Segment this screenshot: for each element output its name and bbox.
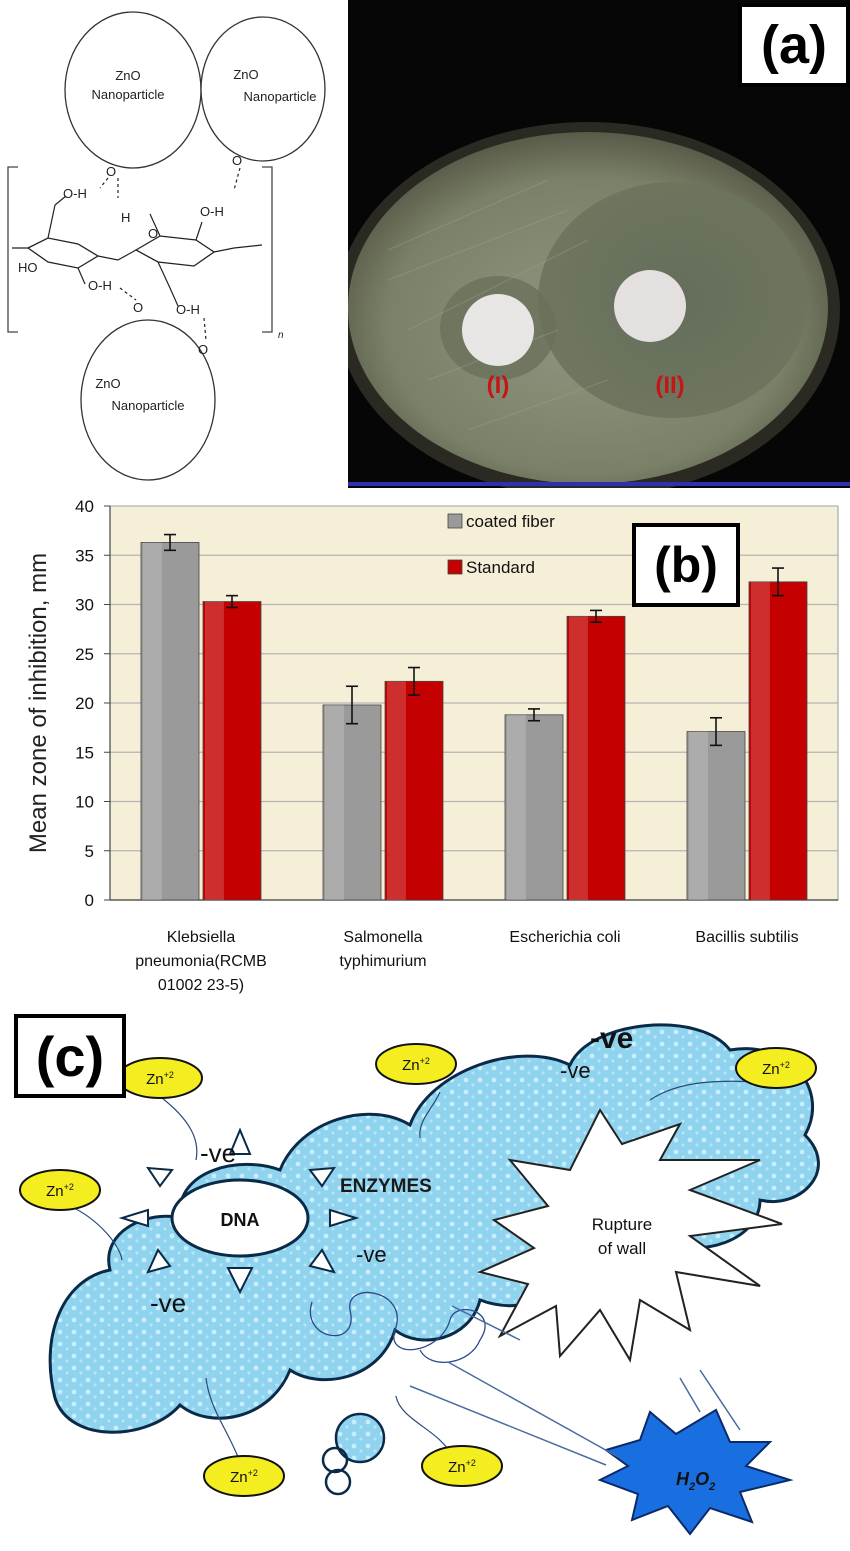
svg-text:Zn+2: Zn+2 bbox=[46, 1182, 74, 1200]
svg-text:Nanoparticle: Nanoparticle bbox=[112, 398, 185, 413]
panel-c-label: (c) bbox=[14, 1014, 126, 1098]
svg-text:Zn+2: Zn+2 bbox=[762, 1060, 790, 1078]
bar-highlight bbox=[143, 542, 162, 900]
zinc-ion-ellipses: Zn+2 Zn+2 Zn+2 Zn+2 Zn+2 Zn+2 bbox=[19, 1043, 817, 1497]
x-tick-label: Klebsiella bbox=[167, 929, 236, 946]
bar-standard bbox=[202, 601, 262, 901]
legend-swatch bbox=[447, 513, 463, 529]
bar-coated-fiber bbox=[504, 714, 564, 901]
y-tick-label: 5 bbox=[85, 842, 94, 861]
svg-text:O: O bbox=[198, 342, 208, 357]
bar-coated-fiber bbox=[686, 731, 746, 901]
mechanism-svg: DNA ENZYMES Rupture of wall H2O2 bbox=[19, 1022, 820, 1536]
svg-text:O: O bbox=[148, 226, 158, 241]
inhibition-bar-chart: 0 5 10 15 20 25 30 35 40 Mean zone of inhibition,… bbox=[0, 488, 850, 1028]
bar-highlight bbox=[387, 681, 406, 900]
antibacterial-mechanism-diagram: DNA ENZYMES Rupture of wall H2O2 bbox=[0, 1010, 850, 1546]
svg-text:H: H bbox=[121, 210, 130, 225]
nanoparticle-3: ZnO Nanoparticle bbox=[80, 319, 216, 481]
bar-highlight bbox=[325, 704, 344, 900]
svg-text:ZnO: ZnO bbox=[115, 68, 140, 83]
svg-text:Zn+2: Zn+2 bbox=[230, 1468, 258, 1486]
svg-text:DNA: DNA bbox=[221, 1210, 260, 1230]
bar-highlight bbox=[507, 714, 526, 900]
x-tick-label: typhimurium bbox=[339, 953, 426, 970]
y-tick-label: 35 bbox=[75, 546, 94, 565]
svg-text:Zn+2: Zn+2 bbox=[448, 1458, 476, 1476]
svg-text:Zn+2: Zn+2 bbox=[402, 1056, 430, 1074]
bar-highlight bbox=[751, 581, 770, 900]
svg-text:HO: HO bbox=[18, 260, 38, 275]
svg-text:Nanoparticle: Nanoparticle bbox=[244, 89, 317, 104]
panel-b-label: (b) bbox=[632, 523, 740, 607]
bar-standard bbox=[748, 581, 808, 901]
svg-text:of wall: of wall bbox=[598, 1239, 646, 1258]
svg-text:Zn+2: Zn+2 bbox=[146, 1070, 174, 1088]
svg-text:O-H: O-H bbox=[88, 278, 112, 293]
svg-text:O-H: O-H bbox=[176, 302, 200, 317]
bar-highlight bbox=[205, 601, 224, 900]
x-tick-label: Escherichia coli bbox=[509, 929, 620, 946]
bar-highlight bbox=[569, 616, 588, 900]
svg-text:n: n bbox=[278, 330, 284, 341]
bar-standard bbox=[566, 615, 626, 901]
y-tick-label: 15 bbox=[75, 743, 94, 762]
nanoparticle-2: ZnO Nanoparticle bbox=[200, 16, 326, 162]
svg-text:O-H: O-H bbox=[63, 186, 87, 201]
nanoparticle-1: ZnO Nanoparticle bbox=[64, 11, 202, 169]
x-tick-label: pneumonia(RCMB bbox=[135, 953, 267, 970]
svg-text:ZnO: ZnO bbox=[233, 67, 258, 82]
svg-text:O: O bbox=[106, 164, 116, 179]
panel-a-label: (a) bbox=[738, 3, 850, 87]
svg-text:(II): (II) bbox=[655, 372, 684, 399]
bar-standard bbox=[384, 680, 444, 901]
y-tick-label: 25 bbox=[75, 645, 94, 664]
svg-text:ENZYMES: ENZYMES bbox=[340, 1176, 432, 1197]
svg-text:-ve: -ve bbox=[356, 1242, 387, 1267]
svg-text:ZnO: ZnO bbox=[95, 376, 120, 391]
bar-coated-fiber bbox=[322, 704, 382, 901]
y-tick-label: 30 bbox=[75, 596, 94, 615]
svg-text:O: O bbox=[133, 300, 143, 315]
bar-highlight bbox=[689, 731, 708, 900]
y-tick-label: 20 bbox=[75, 694, 94, 713]
legend-label: Standard bbox=[466, 558, 535, 577]
petri-dish-photo: (I) (II) (a) bbox=[348, 0, 850, 488]
svg-text:-ve: -ve bbox=[590, 1022, 633, 1055]
y-tick-label: 0 bbox=[85, 891, 94, 910]
svg-text:O-H: O-H bbox=[200, 204, 224, 219]
structure-diagram: ZnO Nanoparticle ZnO Nanoparticle ZnO Na… bbox=[7, 11, 326, 481]
svg-text:-ve: -ve bbox=[560, 1058, 591, 1083]
bar-coated-fiber bbox=[140, 542, 200, 901]
svg-text:O: O bbox=[232, 153, 242, 168]
y-axis-label: Mean zone of inhibition, mm bbox=[25, 553, 52, 853]
y-tick-label: 40 bbox=[75, 497, 94, 516]
svg-text:H2O2: H2O2 bbox=[676, 1469, 715, 1493]
svg-text:-ve: -ve bbox=[150, 1288, 186, 1318]
cellulose-zno-structure: ZnO Nanoparticle ZnO Nanoparticle ZnO Na… bbox=[0, 0, 348, 488]
legend-swatch bbox=[447, 559, 463, 575]
svg-text:Rupture: Rupture bbox=[592, 1215, 652, 1234]
legend-label: coated fiber bbox=[466, 512, 555, 531]
svg-text:Nanoparticle: Nanoparticle bbox=[92, 87, 165, 102]
x-tick-label: Salmonella bbox=[343, 929, 422, 946]
x-tick-label: Bacillis subtilis bbox=[695, 929, 798, 946]
svg-text:(I): (I) bbox=[487, 372, 510, 399]
y-tick-label: 10 bbox=[75, 793, 94, 812]
svg-text:-ve: -ve bbox=[200, 1138, 236, 1168]
x-tick-label: 01002 23-5) bbox=[158, 977, 244, 994]
